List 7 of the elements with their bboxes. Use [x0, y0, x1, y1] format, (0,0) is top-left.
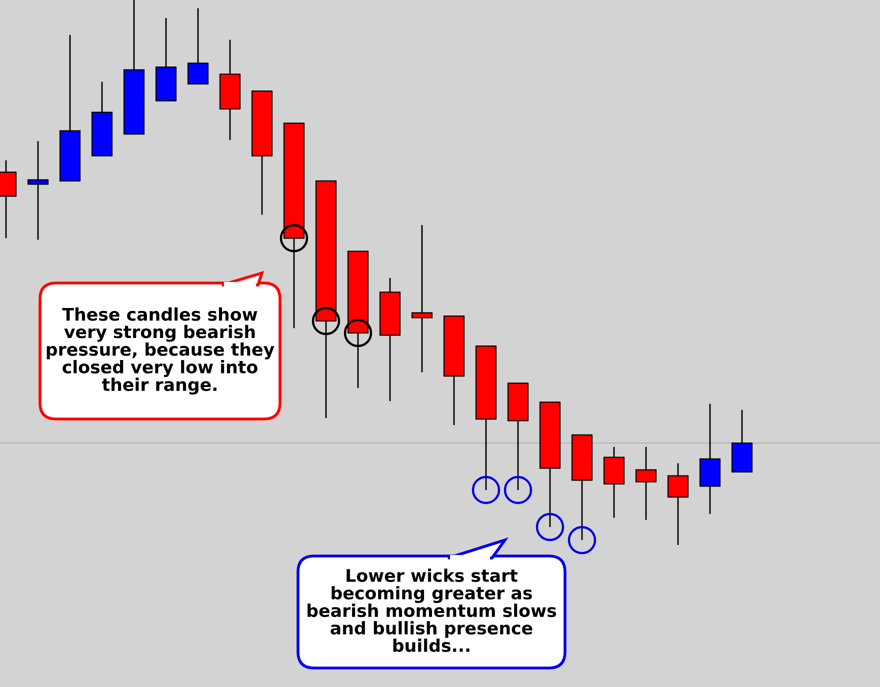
candlestick: [27, 140, 49, 240]
candlestick: [667, 462, 689, 546]
text: Lower wicks start becoming greater as bearish momentum slows and bullish presence builds...: [308, 568, 556, 652]
candlestick: [187, 7, 209, 85]
annotation: These candles show very strong bearish pressure, because they closed very low into their range.: [46, 307, 274, 395]
candlestick: [635, 446, 657, 521]
candlestick: [411, 224, 433, 373]
